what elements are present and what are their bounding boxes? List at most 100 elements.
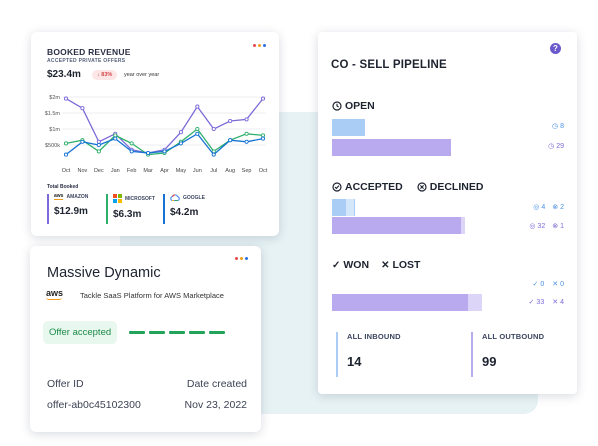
data-point — [80, 139, 85, 144]
company-name: Massive Dynamic — [47, 265, 161, 281]
vendor-name: AMAZON — [66, 194, 89, 200]
google-cloud-icon — [170, 194, 180, 201]
open-bar-blue — [332, 119, 365, 136]
check-circle-icon: ◎ — [529, 223, 536, 230]
accepted-declined-counts: ◎ 4 ⊗ 2 — [533, 203, 564, 212]
x-tick-label: Mar — [143, 168, 153, 174]
offer-id-value: offer-ab0c45102300 — [47, 399, 141, 411]
clock-icon: ◷ — [548, 143, 555, 150]
offer-progress — [129, 331, 225, 334]
won-count: 33 — [536, 298, 545, 306]
data-point — [260, 133, 266, 138]
vendor-name: GOOGLE — [183, 194, 205, 201]
data-point — [195, 126, 200, 132]
x-tick-label: Aug — [225, 168, 235, 174]
data-point — [63, 152, 69, 157]
vendor-value: $4.2m — [170, 207, 199, 218]
vendor-amazon: aws AMAZON $12.9m — [47, 194, 88, 224]
data-point — [244, 139, 249, 144]
lost-bar — [468, 294, 482, 311]
accepted-declined-header: ACCEPTED DECLINED — [332, 181, 483, 193]
x-icon: ✕ — [552, 281, 559, 288]
vendor-value: $12.9m — [54, 206, 88, 217]
check-circle-icon — [332, 182, 342, 192]
data-point — [96, 139, 101, 144]
data-point — [178, 130, 183, 135]
help-icon[interactable]: ? — [550, 43, 561, 54]
won-count: 0 — [540, 280, 545, 288]
x-tick-label: Oct — [259, 168, 268, 174]
open-label: OPEN — [345, 100, 375, 112]
y-tick-label: $2m — [49, 95, 60, 101]
open-count: 29 — [556, 142, 564, 150]
accepted-count: 32 — [537, 222, 546, 230]
declined-circle-icon: ⊗ — [552, 204, 559, 211]
aws-logo-icon: aws — [46, 288, 64, 298]
data-point — [63, 141, 69, 146]
microsoft-icon — [113, 194, 122, 203]
x-tick-label: Jul — [210, 168, 217, 174]
progress-segment — [129, 331, 145, 334]
more-options-icon[interactable] — [253, 44, 266, 47]
aws-icon: aws — [54, 193, 64, 200]
y-tick-label: $1.5m — [45, 111, 61, 117]
data-point — [80, 106, 85, 111]
check-icon: ✓ — [532, 281, 539, 288]
all-outbound-stat: ALL OUTBOUND 99 — [471, 332, 544, 377]
vendor-name: MICROSOFT — [125, 195, 155, 202]
booked-revenue-card: BOOKED REVENUE ACCEPTED PRIVATE OFFERS $… — [31, 32, 279, 236]
won-lost-header: ✓ WON ✕ LOST — [332, 259, 420, 271]
accepted-declined-counts: ◎ 32 ⊗ 1 — [529, 222, 564, 231]
data-point — [146, 150, 151, 156]
clock-icon: ◷ — [551, 123, 559, 130]
won-lost-counts: ✓ 33 ✕ 4 — [529, 298, 564, 307]
all-inbound-stat: ALL INBOUND 14 — [336, 332, 401, 377]
offer-id-label: Offer ID — [47, 378, 84, 390]
date-created-label: Date created — [186, 378, 247, 390]
data-point — [129, 149, 134, 154]
x-icon: ✕ — [381, 259, 390, 271]
won-lost-counts: ✓ 0 ✕ 0 — [532, 280, 564, 289]
check-circle-icon: ◎ — [533, 204, 540, 211]
more-options-icon[interactable] — [235, 257, 248, 260]
x-tick-label: Jan — [111, 168, 120, 174]
x-tick-label: Nov — [78, 168, 88, 174]
declined-circle-icon: ⊗ — [552, 223, 559, 230]
data-point — [96, 149, 101, 154]
platform-subtitle: Tackle SaaS Platform for AWS Marketplace — [80, 291, 224, 300]
x-tick-label: Apr — [160, 168, 169, 174]
lost-count: 0 — [560, 280, 564, 288]
data-point — [228, 118, 233, 124]
declined-count: 1 — [560, 222, 564, 230]
x-tick-label: May — [176, 168, 187, 174]
data-point — [162, 149, 167, 154]
lost-count: 4 — [560, 298, 564, 306]
declined-bar-blue — [346, 199, 354, 216]
change-badge: ↓ 83% — [92, 70, 118, 80]
offer-card[interactable]: Massive Dynamic aws Tackle SaaS Platform… — [30, 246, 261, 432]
revenue-line-chart: $2m $1.5m $1m $500k Oct Nov Dec Jan Feb Mar Apr May… — [45, 95, 268, 174]
data-point — [96, 142, 101, 148]
check-icon: ✓ — [332, 259, 341, 271]
data-point — [211, 126, 216, 132]
won-label: WON — [343, 259, 370, 271]
x-tick-label: Feb — [127, 168, 136, 174]
vendor-value: $6.3m — [113, 209, 142, 220]
data-point — [129, 141, 134, 146]
won-bar — [332, 294, 468, 311]
status-badge: Offer accepted — [43, 321, 118, 344]
pipeline-title: CO - SELL PIPELINE — [331, 59, 447, 71]
total-booked-label: Total Booked — [47, 184, 79, 190]
inbound-label: ALL INBOUND — [347, 332, 401, 341]
data-point — [244, 131, 249, 136]
outbound-label: ALL OUTBOUND — [482, 332, 545, 341]
open-section-header: OPEN — [332, 100, 375, 112]
x-tick-label: Oct — [62, 168, 71, 174]
data-point — [244, 117, 249, 122]
progress-segment — [169, 331, 185, 334]
progress-segment — [149, 331, 165, 334]
progress-segment — [209, 331, 225, 334]
inbound-value: 14 — [347, 354, 362, 369]
y-tick-label: $1m — [49, 127, 60, 133]
open-count-row: ◷ 29 — [548, 142, 564, 151]
